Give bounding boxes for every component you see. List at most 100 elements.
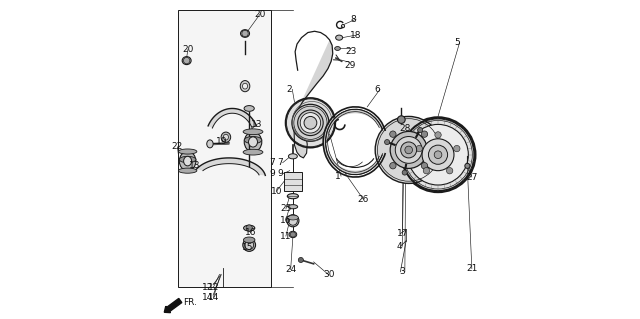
Ellipse shape [243,239,255,251]
Circle shape [390,131,427,168]
Circle shape [385,139,390,145]
Bar [178,10,271,287]
Circle shape [396,137,422,163]
Ellipse shape [335,47,340,50]
Circle shape [246,225,252,231]
Circle shape [291,232,296,237]
Text: 10: 10 [271,187,282,196]
Text: 6: 6 [374,85,380,94]
Polygon shape [293,106,324,124]
Circle shape [422,139,454,171]
Circle shape [454,145,460,152]
Circle shape [292,104,329,141]
Circle shape [375,116,442,183]
Ellipse shape [244,132,262,152]
Ellipse shape [335,35,342,40]
Circle shape [402,170,407,175]
Text: 3: 3 [399,267,405,276]
Ellipse shape [248,137,257,147]
Ellipse shape [288,205,298,209]
Circle shape [390,131,396,137]
Circle shape [401,142,417,158]
Text: FR.: FR. [184,298,197,307]
Text: 17: 17 [397,229,408,238]
Circle shape [465,163,470,168]
Circle shape [435,132,441,138]
Bar [284,172,302,191]
Ellipse shape [289,154,298,159]
Ellipse shape [289,216,298,225]
Ellipse shape [179,149,197,154]
Ellipse shape [244,106,254,111]
Circle shape [423,167,429,174]
Text: 28: 28 [400,124,411,133]
Text: 15: 15 [242,243,253,252]
Polygon shape [208,108,257,128]
Ellipse shape [243,237,255,243]
Circle shape [421,162,428,169]
Ellipse shape [240,80,250,92]
Text: 1: 1 [335,172,341,181]
Text: 12: 12 [202,283,213,292]
Text: 22: 22 [172,142,183,151]
Text: 7: 7 [277,158,283,167]
Text: 13: 13 [189,161,200,170]
Text: 16: 16 [245,228,257,237]
Polygon shape [196,158,266,175]
Circle shape [405,146,413,154]
Text: 27: 27 [466,173,477,182]
Circle shape [285,98,335,148]
Circle shape [304,116,317,129]
Ellipse shape [244,241,253,249]
Circle shape [298,110,323,136]
Circle shape [434,151,442,159]
Ellipse shape [179,156,196,163]
Text: 20: 20 [182,45,193,54]
Circle shape [397,116,405,123]
Text: 20: 20 [255,10,266,19]
Text: 12: 12 [208,283,219,292]
Polygon shape [298,40,333,110]
Circle shape [298,257,303,263]
Circle shape [416,145,422,152]
Text: 14: 14 [202,293,213,302]
Circle shape [401,117,476,192]
Ellipse shape [243,129,263,135]
FancyArrow shape [164,299,182,313]
Text: 8: 8 [350,15,356,24]
Ellipse shape [223,134,228,140]
Ellipse shape [244,137,262,144]
Circle shape [242,30,248,37]
Text: 2: 2 [287,85,292,94]
Text: 11: 11 [280,232,292,241]
Circle shape [421,131,428,137]
Ellipse shape [184,156,191,166]
Text: 7: 7 [269,158,275,167]
Circle shape [418,128,422,133]
Circle shape [390,162,396,169]
Text: 30: 30 [323,271,335,279]
Text: 9: 9 [277,169,283,178]
Text: 19: 19 [216,137,228,146]
Text: 18: 18 [350,31,362,40]
Polygon shape [323,110,385,174]
Polygon shape [294,122,307,158]
Ellipse shape [179,168,197,173]
Ellipse shape [287,215,299,227]
Ellipse shape [243,149,263,155]
Text: 4: 4 [397,242,402,251]
Ellipse shape [287,215,298,220]
Text: 25: 25 [280,204,291,213]
Text: 16: 16 [280,216,292,225]
Text: 5: 5 [454,38,460,47]
Ellipse shape [221,132,230,142]
Text: 21: 21 [466,264,477,273]
Ellipse shape [182,56,191,64]
Text: 9: 9 [269,169,275,178]
Ellipse shape [179,152,196,171]
Ellipse shape [241,30,250,37]
Ellipse shape [287,194,298,199]
Text: 29: 29 [344,61,355,70]
Circle shape [428,145,447,164]
Text: 13: 13 [252,120,263,129]
